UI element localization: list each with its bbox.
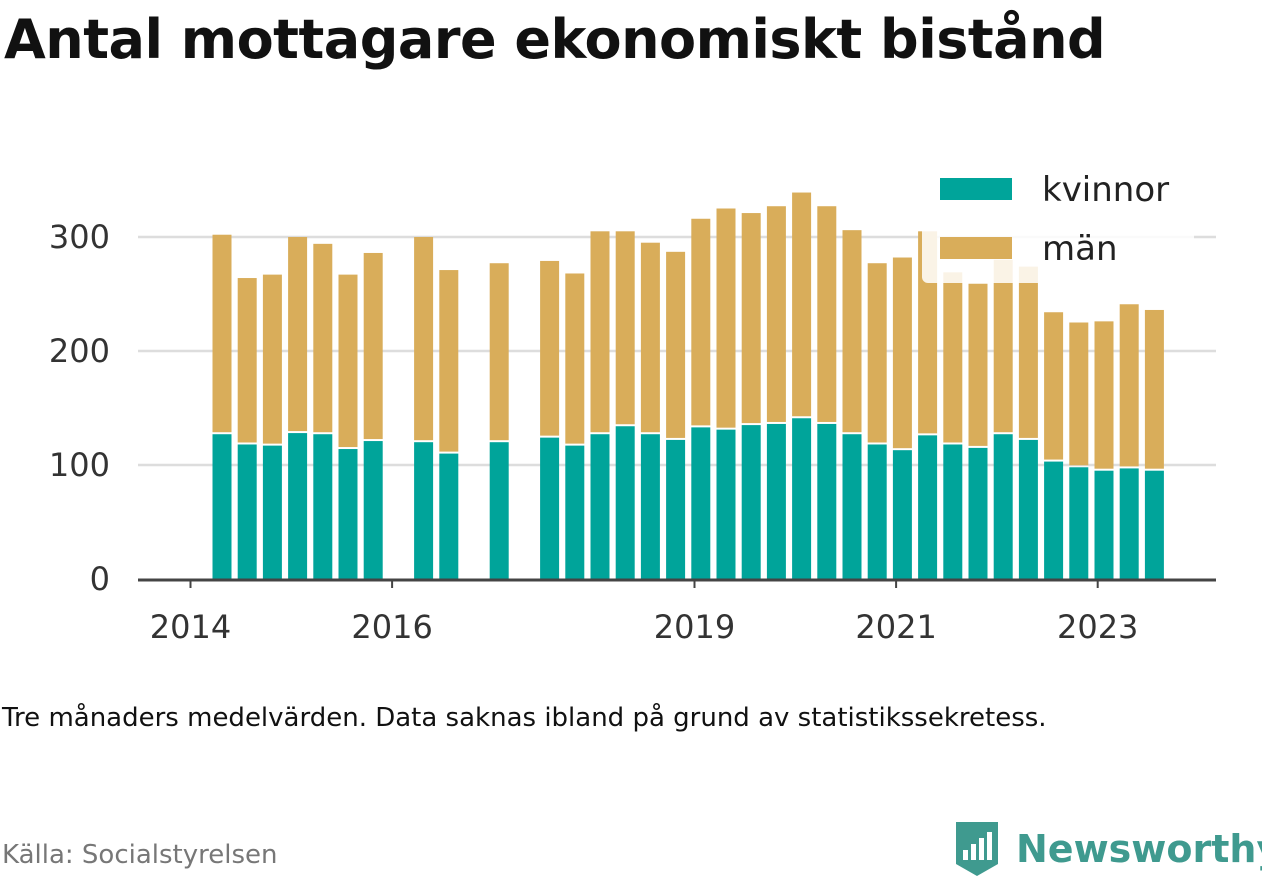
bar-kvinnor-2015-Q4 xyxy=(363,441,383,579)
bar-man-2022-Q2 xyxy=(1018,266,1038,438)
bar-kvinnor-2018-Q2 xyxy=(615,426,635,579)
bar-kvinnor-2022-Q3 xyxy=(1044,461,1064,579)
bar-kvinnor-2015-Q2 xyxy=(313,434,333,579)
bar-man-2021-Q1 xyxy=(892,257,912,449)
bar-kvinnor-2022-Q2 xyxy=(1018,439,1038,579)
bar-kvinnor-2022-Q4 xyxy=(1069,467,1089,579)
bar-kvinnor-2020-Q3 xyxy=(842,434,862,579)
bar-kvinnor-2016-Q2 xyxy=(414,442,434,579)
legend-swatch-män xyxy=(940,237,1012,259)
bar-man-2018-Q2 xyxy=(615,231,635,425)
bar-kvinnor-2015-Q1 xyxy=(288,433,308,579)
bar-man-2018-Q1 xyxy=(590,231,610,433)
bar-kvinnor-2021-Q3 xyxy=(943,444,963,579)
bar-man-2014-Q2 xyxy=(212,234,232,433)
bar-kvinnor-2015-Q3 xyxy=(338,449,358,579)
bar-man-2020-Q2 xyxy=(817,206,837,422)
bar-man-2019-Q1 xyxy=(691,218,711,426)
legend-label-kvinnor: kvinnor xyxy=(1042,170,1169,210)
bar-man-2014-Q3 xyxy=(237,278,257,443)
bar-kvinnor-2023-Q3 xyxy=(1144,470,1164,579)
bar-man-2023-Q2 xyxy=(1119,304,1139,467)
bar-kvinnor-2019-Q3 xyxy=(741,425,761,579)
bar-man-2014-Q4 xyxy=(262,274,282,444)
legend: kvinnor män xyxy=(922,165,1194,283)
x-tick-label: 2016 xyxy=(351,608,432,646)
x-tick-label: 2023 xyxy=(1057,608,1138,646)
bar-chart-badge-icon xyxy=(956,822,998,876)
bar-man-2018-Q3 xyxy=(640,242,660,433)
bar-kvinnor-2021-Q4 xyxy=(968,447,988,579)
bar-kvinnor-2021-Q1 xyxy=(892,450,912,579)
bar-kvinnor-2014-Q3 xyxy=(237,444,257,579)
bar-kvinnor-2019-Q2 xyxy=(716,429,736,579)
bar-kvinnor-2018-Q1 xyxy=(590,434,610,579)
bar-kvinnor-2020-Q1 xyxy=(792,418,812,579)
bar-man-2020-Q3 xyxy=(842,230,862,433)
bar-man-2017-Q3 xyxy=(540,260,560,436)
y-axis-ticks: 0 100 200 300 xyxy=(49,218,110,598)
source-credit: Källa: Socialstyrelsen xyxy=(2,840,278,870)
legend-label-män: män xyxy=(1042,229,1118,269)
bar-man-2019-Q3 xyxy=(741,213,761,424)
bar-man-2018-Q4 xyxy=(666,251,686,438)
bar-kvinnor-2014-Q4 xyxy=(262,445,282,579)
bar-kvinnor-2023-Q2 xyxy=(1119,468,1139,579)
y-tick-label: 200 xyxy=(49,332,110,370)
bar-man-2015-Q1 xyxy=(288,237,308,432)
bar-man-2019-Q4 xyxy=(766,206,786,422)
bar-kvinnor-2017-Q4 xyxy=(565,445,585,579)
bar-man-2016-Q2 xyxy=(414,237,434,441)
x-tick-label: 2014 xyxy=(150,608,231,646)
bar-man-2022-Q3 xyxy=(1044,312,1064,460)
bar-man-2015-Q4 xyxy=(363,252,383,440)
bar-kvinnor-2018-Q4 xyxy=(666,439,686,579)
bar-kvinnor-2019-Q1 xyxy=(691,427,711,579)
bar-kvinnor-2017-Q3 xyxy=(540,437,560,579)
bar-kvinnor-2016-Q3 xyxy=(439,453,459,579)
chart-title: Antal mottagare ekonomiskt bistånd xyxy=(4,8,1106,71)
bar-kvinnor-2020-Q4 xyxy=(867,444,887,579)
y-tick-label: 300 xyxy=(49,218,110,256)
brand-logo[interactable]: Newsworthy xyxy=(952,820,1262,878)
bar-kvinnor-2019-Q4 xyxy=(766,423,786,579)
bar-man-2023-Q1 xyxy=(1094,321,1114,469)
bar-man-2020-Q1 xyxy=(792,192,812,417)
bar-kvinnor-2022-Q1 xyxy=(993,434,1013,579)
bar-man-2017-Q1 xyxy=(489,263,509,441)
bar-chart: 0 100 200 300 2014 2016 2019 2021 2023 kvinnor m… xyxy=(48,165,1216,646)
y-tick-label: 100 xyxy=(49,446,110,484)
bar-man-2017-Q4 xyxy=(565,273,585,444)
bar-man-2019-Q2 xyxy=(716,208,736,428)
bar-kvinnor-2018-Q3 xyxy=(640,434,660,579)
bar-man-2016-Q3 xyxy=(439,270,459,452)
bar-man-2021-Q3 xyxy=(943,272,963,443)
bar-man-2015-Q2 xyxy=(313,243,333,433)
bar-man-2021-Q4 xyxy=(968,283,988,446)
bar-kvinnor-2014-Q2 xyxy=(212,434,232,579)
bar-kvinnor-2023-Q1 xyxy=(1094,470,1114,579)
chart-note: Tre månaders medelvärden. Data saknas ib… xyxy=(2,703,1047,733)
bar-man-2022-Q4 xyxy=(1069,322,1089,466)
bar-kvinnor-2020-Q2 xyxy=(817,423,837,579)
bar-man-2023-Q3 xyxy=(1144,309,1164,469)
brand-name: Newsworthy xyxy=(1016,827,1262,871)
x-axis: 2014 2016 2019 2021 2023 xyxy=(138,578,1216,646)
bar-man-2022-Q1 xyxy=(993,259,1013,433)
y-tick-label: 0 xyxy=(90,560,110,598)
x-tick-label: 2021 xyxy=(855,608,936,646)
bar-kvinnor-2021-Q2 xyxy=(918,435,938,579)
legend-swatch-kvinnor xyxy=(940,178,1012,200)
x-tick-label: 2019 xyxy=(654,608,735,646)
bar-man-2015-Q3 xyxy=(338,274,358,448)
bars xyxy=(212,192,1164,579)
bar-kvinnor-2017-Q1 xyxy=(489,442,509,579)
bar-man-2020-Q4 xyxy=(867,263,887,443)
